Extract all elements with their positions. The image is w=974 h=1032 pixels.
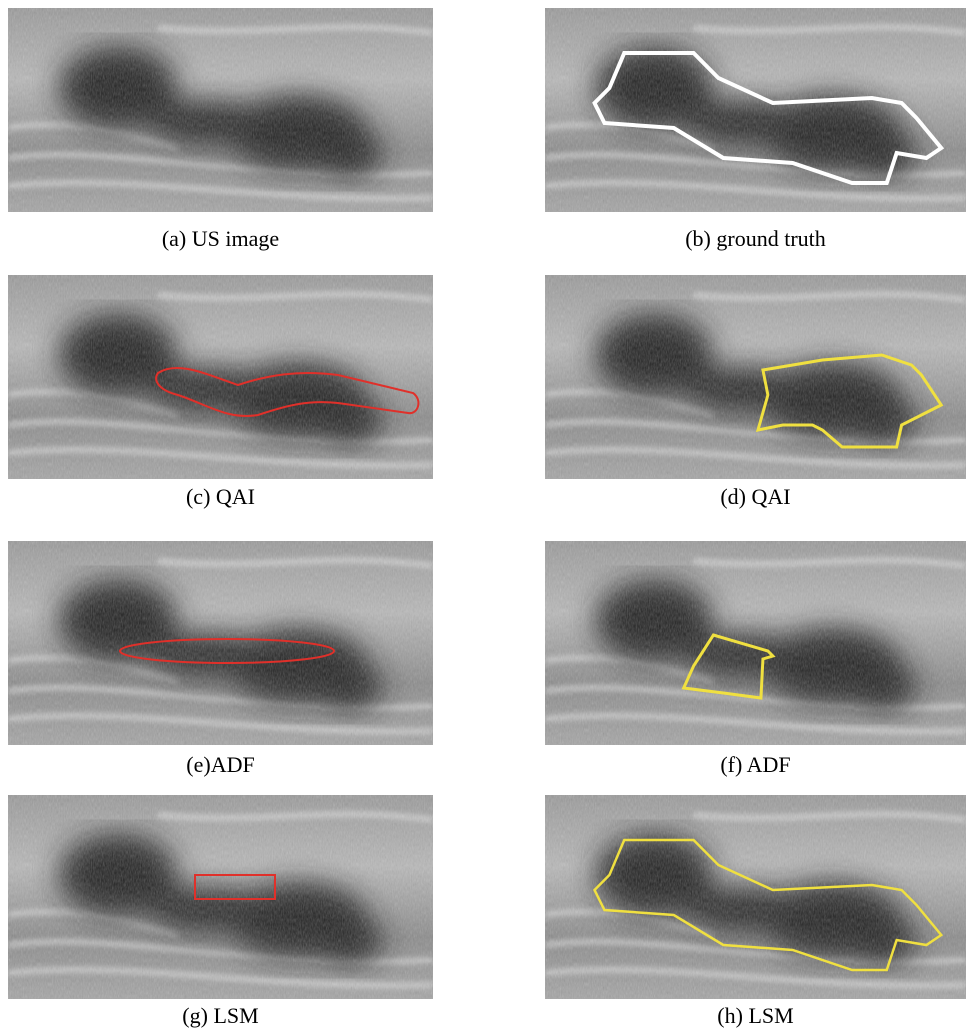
- image-content: [545, 8, 966, 212]
- image-content: [8, 8, 433, 212]
- ultrasound-image: [8, 275, 433, 479]
- image-content: [8, 541, 433, 745]
- caption: (h) LSM: [545, 1003, 966, 1029]
- caption: (a) US image: [8, 226, 433, 252]
- caption: (d) QAI: [545, 484, 966, 510]
- image-content: [545, 795, 966, 999]
- ultrasound-image: [545, 795, 966, 999]
- ultrasound-image: [8, 795, 433, 999]
- caption: (c) QAI: [8, 484, 433, 510]
- image-content: [545, 275, 966, 479]
- ultrasound-image: [545, 541, 966, 745]
- caption: (e)ADF: [8, 752, 433, 778]
- ultrasound-image: [8, 8, 433, 212]
- ultrasound-image: [545, 8, 966, 212]
- image-content: [8, 275, 433, 479]
- figure-page: (a) US image (b) ground truth (c) QAI (d) Q…: [0, 0, 974, 1032]
- ultrasound-image: [545, 275, 966, 479]
- caption: (f) ADF: [545, 752, 966, 778]
- ultrasound-image: [8, 541, 433, 745]
- image-content: [545, 541, 966, 745]
- image-content: [8, 795, 433, 999]
- caption: (b) ground truth: [545, 226, 966, 252]
- caption: (g) LSM: [8, 1003, 433, 1029]
